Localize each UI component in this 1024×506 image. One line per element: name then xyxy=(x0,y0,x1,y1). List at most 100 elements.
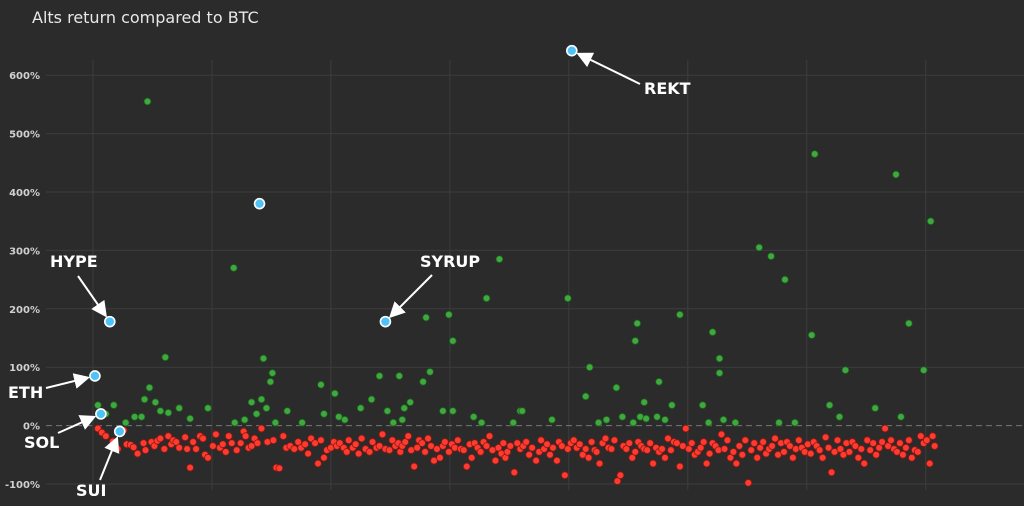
negative-point xyxy=(269,436,278,445)
positive-point xyxy=(897,413,905,421)
negative-point xyxy=(368,438,377,446)
negative-point xyxy=(357,434,366,443)
positive-point xyxy=(835,413,844,421)
negative-point xyxy=(916,432,925,440)
positive-point xyxy=(715,354,724,363)
highlight-point xyxy=(89,370,101,382)
negative-point xyxy=(430,456,438,465)
negative-point xyxy=(219,440,227,449)
negative-point xyxy=(365,448,374,456)
negative-point xyxy=(732,459,741,468)
positive-point xyxy=(775,418,783,427)
negative-point xyxy=(241,432,250,440)
negative-point xyxy=(875,443,883,452)
positive-point xyxy=(445,310,453,319)
negative-point xyxy=(279,432,288,440)
positive-point xyxy=(229,264,238,272)
negative-point xyxy=(616,471,625,480)
negative-point xyxy=(887,436,895,445)
positive-point xyxy=(518,407,527,415)
negative-point xyxy=(795,436,803,445)
negative-point xyxy=(433,445,441,453)
annotation-label: ETH xyxy=(8,383,43,402)
negative-point xyxy=(189,438,197,446)
positive-point xyxy=(495,255,504,263)
positive-point xyxy=(140,395,149,404)
negative-point xyxy=(301,440,309,449)
positive-point xyxy=(919,366,928,374)
negative-point xyxy=(786,442,794,450)
positive-point xyxy=(422,313,430,322)
negative-point xyxy=(175,443,184,452)
negative-point xyxy=(699,438,708,446)
negative-point xyxy=(717,430,726,439)
y-axis-ticks: 600% 500% 400% 300% 200% 100% 0% -100% xyxy=(5,71,40,491)
negative-point xyxy=(413,443,421,452)
negative-point xyxy=(351,440,360,449)
negative-point xyxy=(485,432,494,440)
negative-point xyxy=(494,443,503,452)
negative-point xyxy=(625,439,634,447)
negative-point xyxy=(294,438,302,446)
positive-point xyxy=(247,398,256,407)
highlight-point xyxy=(379,315,392,328)
negative-point xyxy=(774,450,782,459)
negative-point xyxy=(750,439,759,447)
positive-point xyxy=(564,294,572,303)
negative-point xyxy=(860,459,869,468)
negative-point xyxy=(467,453,476,462)
negative-point xyxy=(845,448,854,456)
positive-point xyxy=(640,398,648,407)
negative-point xyxy=(584,453,593,462)
negative-point xyxy=(537,436,545,445)
negative-point xyxy=(726,453,735,462)
negative-point xyxy=(735,442,744,450)
negative-point xyxy=(622,445,631,453)
positive-point xyxy=(767,252,775,261)
positive-point xyxy=(271,418,280,427)
negative-point xyxy=(913,448,922,456)
negative-point xyxy=(676,462,684,471)
negative-point xyxy=(311,439,319,447)
annotation-arrow xyxy=(45,373,91,389)
negative-point xyxy=(427,442,435,450)
positive-point xyxy=(612,383,621,392)
negative-point xyxy=(558,442,566,450)
negative-point xyxy=(445,448,453,456)
negative-point xyxy=(404,432,413,440)
y-tick-label: 600% xyxy=(9,71,40,82)
negative-point xyxy=(925,459,934,468)
negative-point xyxy=(702,459,711,468)
positive-point xyxy=(698,401,707,409)
y-tick-label: -100% xyxy=(5,480,40,491)
annotation-label: SOL xyxy=(24,433,59,452)
positive-point xyxy=(356,404,365,412)
positive-point xyxy=(618,413,627,421)
negative-point xyxy=(561,471,569,480)
positive-point xyxy=(395,372,404,380)
negative-point xyxy=(607,445,616,453)
negative-point xyxy=(587,438,596,446)
positive-point xyxy=(655,377,663,386)
positive-point xyxy=(262,404,271,412)
negative-point xyxy=(833,436,842,445)
positive-point xyxy=(151,398,160,407)
negative-point xyxy=(314,459,322,468)
negative-point xyxy=(139,439,148,447)
negative-point xyxy=(806,449,815,458)
positive-point xyxy=(892,170,900,179)
positive-point xyxy=(367,395,376,404)
negative-point xyxy=(815,446,824,454)
negative-point xyxy=(499,439,508,447)
negative-point xyxy=(522,438,530,446)
positive-point xyxy=(145,383,154,392)
negative-point xyxy=(595,459,604,468)
positive-point xyxy=(585,363,594,372)
negative-point xyxy=(344,436,353,445)
negative-point xyxy=(930,442,939,450)
negative-point xyxy=(491,456,500,465)
positive-point xyxy=(109,401,118,409)
negative-point xyxy=(253,439,262,447)
negative-point xyxy=(564,445,572,453)
negative-point xyxy=(236,439,245,447)
